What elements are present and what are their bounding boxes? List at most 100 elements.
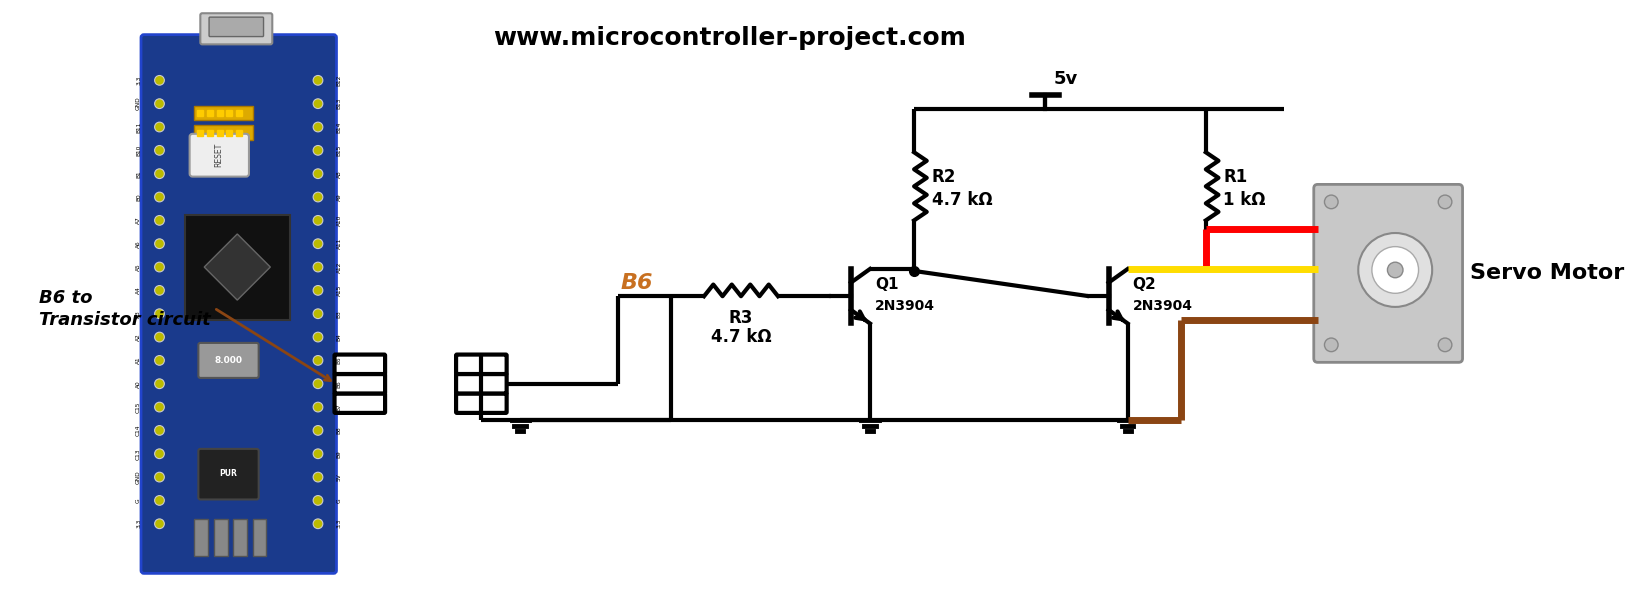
- Circle shape: [313, 332, 323, 342]
- Text: B0: B0: [137, 193, 142, 201]
- Circle shape: [155, 239, 165, 249]
- Text: www.microcontroller-project.com: www.microcontroller-project.com: [493, 26, 966, 49]
- Text: B14: B14: [336, 122, 341, 133]
- Circle shape: [155, 519, 165, 528]
- Text: A1: A1: [137, 356, 142, 364]
- Text: 3.3: 3.3: [137, 519, 142, 528]
- Circle shape: [313, 122, 323, 132]
- Bar: [252, 519, 267, 556]
- FancyBboxPatch shape: [456, 393, 506, 413]
- Circle shape: [313, 239, 323, 249]
- FancyBboxPatch shape: [456, 354, 506, 374]
- Circle shape: [313, 75, 323, 85]
- Text: 2N3904: 2N3904: [1132, 299, 1193, 313]
- Text: A15: A15: [336, 285, 341, 296]
- FancyBboxPatch shape: [209, 17, 264, 36]
- Circle shape: [313, 426, 323, 435]
- Text: 4.7 kΩ: 4.7 kΩ: [931, 191, 992, 209]
- Text: B13: B13: [336, 98, 341, 109]
- Circle shape: [313, 99, 323, 109]
- FancyBboxPatch shape: [201, 13, 272, 44]
- Text: B7: B7: [336, 403, 341, 411]
- Text: C14: C14: [137, 424, 142, 436]
- Text: A3: A3: [137, 310, 142, 317]
- Circle shape: [155, 379, 165, 389]
- FancyBboxPatch shape: [194, 106, 252, 120]
- Circle shape: [155, 122, 165, 132]
- Text: B4: B4: [336, 333, 341, 341]
- Circle shape: [155, 402, 165, 412]
- Circle shape: [1325, 338, 1338, 351]
- Text: Servo Motor: Servo Motor: [1470, 263, 1625, 283]
- Text: 4.7 kΩ: 4.7 kΩ: [710, 328, 771, 346]
- Text: B6 to: B6 to: [40, 289, 92, 307]
- Text: A8: A8: [336, 170, 341, 178]
- Circle shape: [313, 215, 323, 225]
- Circle shape: [155, 496, 165, 505]
- FancyBboxPatch shape: [456, 374, 506, 393]
- Circle shape: [313, 145, 323, 155]
- Text: R1: R1: [1223, 168, 1248, 185]
- Polygon shape: [204, 234, 270, 300]
- Circle shape: [155, 426, 165, 435]
- Text: G: G: [336, 498, 341, 503]
- Text: B8: B8: [336, 427, 341, 434]
- Text: A12: A12: [336, 261, 341, 273]
- Text: C13: C13: [137, 448, 142, 460]
- Text: A2: A2: [137, 333, 142, 341]
- FancyBboxPatch shape: [1313, 184, 1462, 362]
- Text: PUR: PUR: [219, 469, 237, 478]
- Circle shape: [155, 145, 165, 155]
- Text: R3: R3: [728, 309, 753, 326]
- Circle shape: [313, 356, 323, 365]
- Text: 3.3: 3.3: [137, 75, 142, 85]
- Bar: [194, 519, 208, 556]
- Circle shape: [155, 449, 165, 458]
- FancyBboxPatch shape: [335, 354, 386, 374]
- Text: Q2: Q2: [1132, 277, 1157, 292]
- Text: Transistor circuit: Transistor circuit: [40, 311, 211, 328]
- Text: B9: B9: [336, 450, 341, 458]
- Text: G: G: [137, 498, 142, 503]
- Text: B1: B1: [137, 170, 142, 178]
- Circle shape: [155, 356, 165, 365]
- Circle shape: [155, 215, 165, 225]
- Text: B3: B3: [336, 310, 341, 317]
- Circle shape: [313, 496, 323, 505]
- Circle shape: [155, 192, 165, 202]
- Text: 5v: 5v: [1053, 71, 1078, 88]
- Text: B15: B15: [336, 145, 341, 156]
- Text: C15: C15: [137, 401, 142, 413]
- Circle shape: [1371, 247, 1419, 293]
- Bar: [234, 519, 247, 556]
- Circle shape: [313, 472, 323, 482]
- Text: R2: R2: [931, 168, 956, 185]
- Text: A11: A11: [336, 238, 341, 249]
- Text: A9: A9: [336, 193, 341, 201]
- Circle shape: [155, 332, 165, 342]
- Bar: [185, 215, 290, 320]
- Text: B10: B10: [137, 145, 142, 156]
- Text: A4: A4: [137, 286, 142, 294]
- Text: A10: A10: [336, 215, 341, 226]
- Text: B6: B6: [620, 272, 653, 292]
- Circle shape: [155, 472, 165, 482]
- Circle shape: [313, 309, 323, 319]
- Circle shape: [313, 169, 323, 179]
- Text: GND: GND: [137, 470, 142, 484]
- Text: Q1: Q1: [875, 277, 898, 292]
- Circle shape: [155, 309, 165, 319]
- Text: 3.3: 3.3: [336, 519, 341, 528]
- Circle shape: [313, 286, 323, 295]
- Circle shape: [1388, 262, 1402, 278]
- Text: GND: GND: [137, 97, 142, 111]
- Circle shape: [155, 99, 165, 109]
- Circle shape: [313, 379, 323, 389]
- Circle shape: [313, 519, 323, 528]
- FancyBboxPatch shape: [335, 374, 386, 393]
- Circle shape: [1439, 195, 1452, 209]
- FancyBboxPatch shape: [335, 393, 386, 413]
- FancyBboxPatch shape: [142, 35, 336, 573]
- FancyBboxPatch shape: [198, 449, 259, 499]
- Circle shape: [155, 262, 165, 272]
